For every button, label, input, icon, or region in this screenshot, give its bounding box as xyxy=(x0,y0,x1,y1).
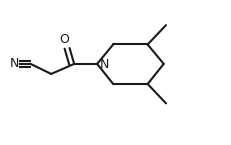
Text: N: N xyxy=(100,58,109,71)
Text: O: O xyxy=(59,32,69,46)
Text: N: N xyxy=(10,57,19,70)
